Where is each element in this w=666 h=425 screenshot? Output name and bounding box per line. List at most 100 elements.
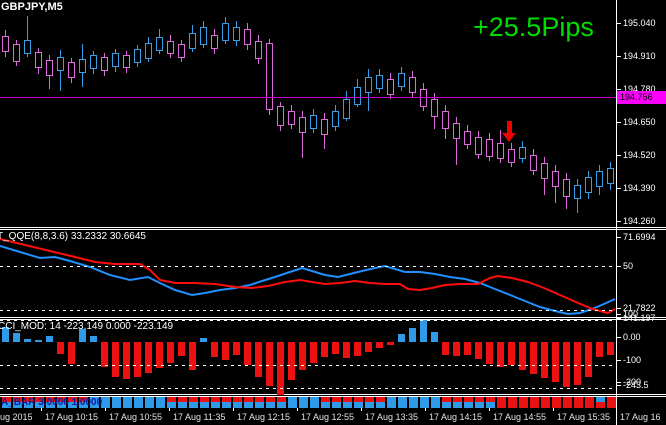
cci-bar: [607, 342, 614, 355]
time-axis-tick: [105, 408, 106, 411]
candle-body: [35, 52, 42, 68]
candle-body: [222, 23, 229, 41]
cci-bar: [222, 342, 229, 360]
signal-block-bottom: [112, 402, 121, 408]
time-axis-tick: [425, 408, 426, 411]
cci-bar: [420, 320, 427, 342]
cci-bar: [145, 342, 152, 373]
qqe-indicator-label: T_QQE(8,8,3.6) 33.2332 30.6645: [0, 231, 146, 242]
axis-price-label: 50: [623, 261, 633, 271]
candle-body: [178, 44, 185, 58]
candle-body: [288, 111, 295, 125]
cci-bar: [134, 342, 141, 377]
cci-bar: [46, 336, 53, 342]
candle-body: [57, 57, 64, 71]
cci-bar: [508, 342, 515, 365]
axis-price-label: 194.650: [623, 117, 656, 127]
candle-body: [123, 55, 130, 68]
signal-block-bottom: [574, 402, 583, 408]
signal-block-bottom: [200, 402, 209, 408]
candle-body: [101, 57, 108, 71]
arrow-head: [502, 133, 516, 142]
candle-body: [497, 143, 504, 159]
cci-bar: [24, 339, 31, 342]
candle-body: [354, 87, 361, 105]
signal-block-bottom: [519, 402, 528, 408]
candle-body: [387, 79, 394, 95]
signal-block-bottom: [398, 402, 407, 408]
cci-bar: [409, 328, 416, 342]
axis-price-label: -100: [623, 355, 641, 365]
candle-body: [431, 99, 438, 117]
cci-bar: [13, 333, 20, 342]
time-axis-label: 17 Aug 14:55: [493, 412, 546, 422]
candle-body: [574, 185, 581, 199]
signal-block-bottom: [442, 402, 451, 408]
cci-bar: [365, 342, 372, 352]
candle-body: [475, 137, 482, 155]
cci-bar: [541, 342, 548, 378]
time-axis-label: 17 Aug 16: [620, 412, 661, 422]
signal-block-bottom: [464, 402, 473, 408]
qqe-pane[interactable]: [0, 230, 616, 317]
candle-body: [90, 55, 97, 69]
indicator-level-line: [0, 266, 616, 267]
signal-block-bottom: [123, 402, 132, 408]
cci-bar: [178, 342, 185, 356]
time-axis-tick: [553, 408, 554, 411]
time-axis-label: 17 Aug 10:55: [109, 412, 162, 422]
signal-block-bottom: [453, 402, 462, 408]
candle-body: [79, 59, 86, 73]
candle-body: [233, 27, 240, 41]
signal-block-bottom: [134, 402, 143, 408]
candle-body: [596, 171, 603, 187]
axis-price-label: 194.390: [623, 183, 656, 193]
price-axis-line[interactable]: [616, 0, 617, 425]
cci-bar: [464, 342, 471, 355]
cci-bar: [233, 342, 240, 355]
candle-body: [552, 171, 559, 187]
axis-price-label: 194.520: [623, 150, 656, 160]
candle-body: [189, 33, 196, 49]
candle-body: [519, 147, 526, 159]
candle-body: [46, 60, 53, 76]
candle-body: [112, 53, 119, 67]
signal-block-bottom: [508, 402, 517, 408]
cci-bar: [167, 342, 174, 363]
candle-body: [343, 99, 350, 119]
axis-price-label: 0.00: [623, 332, 641, 342]
cci-bar: [35, 340, 42, 342]
signal-block-bottom: [376, 402, 385, 408]
signal-block-bottom: [431, 402, 440, 408]
signal-block-bottom: [475, 402, 484, 408]
signal-block-bottom: [409, 402, 418, 408]
cci-bar: [376, 342, 383, 348]
candle-body: [442, 111, 449, 129]
price-level-line: [0, 97, 616, 98]
signal-block-bottom: [156, 402, 165, 408]
candle-body: [453, 123, 460, 139]
signal-block-bottom: [497, 402, 506, 408]
time-axis-tick: [41, 408, 42, 411]
cci-bar: [497, 342, 504, 367]
indicator-level-line: [0, 365, 616, 366]
cci-bar: [596, 342, 603, 357]
candle-body: [508, 149, 515, 163]
time-axis-label: 17 Aug 14:15: [429, 412, 482, 422]
candle-body: [398, 73, 405, 87]
candle-body: [607, 168, 614, 184]
signal-block-bottom: [222, 402, 231, 408]
indicator-level-line: [0, 310, 616, 311]
candle-body: [24, 40, 31, 54]
signal-block-bottom: [530, 402, 539, 408]
cci-bar: [574, 342, 581, 385]
cci-bar: [332, 342, 339, 354]
candle-body: [376, 75, 383, 89]
cci-bar: [244, 342, 251, 365]
cci-bar: [211, 342, 218, 357]
time-axis-label: 17 Aug 15:35: [557, 412, 610, 422]
candle-body: [255, 41, 262, 59]
time-axis-label: ug 2015: [0, 412, 33, 422]
signal-block-bottom: [310, 402, 319, 408]
candle-body: [321, 119, 328, 135]
